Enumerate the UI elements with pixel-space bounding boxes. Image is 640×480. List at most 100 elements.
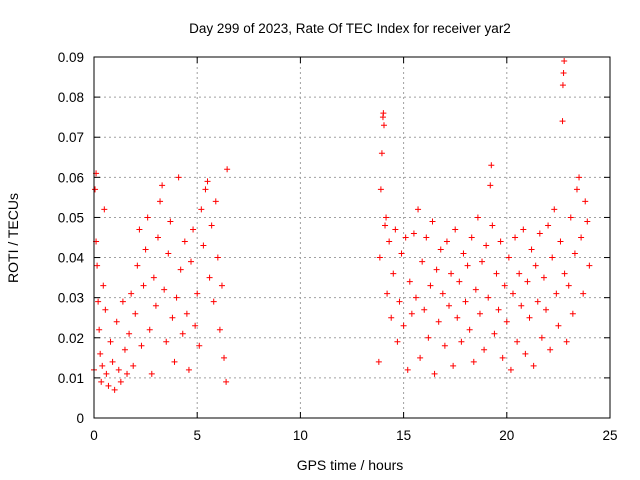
data-point [377, 186, 384, 193]
y-tick-label: 0.01 [58, 371, 84, 386]
data-point [474, 214, 481, 221]
data-point [96, 326, 103, 333]
data-point [538, 334, 545, 341]
data-point [514, 338, 521, 345]
data-point [476, 310, 483, 317]
data-point [204, 178, 211, 185]
data-point [495, 306, 502, 313]
data-point [192, 322, 199, 329]
data-point [212, 198, 219, 205]
data-point [126, 330, 133, 337]
data-point [132, 310, 139, 317]
x-axis-label: GPS time / hours [297, 457, 404, 473]
data-point [216, 326, 223, 333]
data-point [223, 378, 230, 385]
data-point [412, 294, 419, 301]
data-point [553, 290, 560, 297]
data-point [425, 334, 432, 341]
data-point [433, 266, 440, 273]
data-point [450, 362, 457, 369]
data-point [464, 262, 471, 269]
data-point [128, 290, 135, 297]
data-point [150, 274, 157, 281]
data-point [423, 234, 430, 241]
data-point [181, 238, 188, 245]
data-point [95, 298, 102, 305]
data-point [415, 206, 422, 213]
data-point [208, 222, 215, 229]
data-points [91, 58, 593, 393]
data-point [454, 314, 461, 321]
data-point [580, 290, 587, 297]
data-point [163, 338, 170, 345]
data-point [528, 246, 535, 253]
data-point [530, 362, 537, 369]
data-point [468, 234, 475, 241]
data-point [456, 278, 463, 285]
data-point [382, 222, 389, 229]
data-point [121, 346, 128, 353]
data-point [561, 58, 568, 65]
data-point [384, 290, 391, 297]
data-point [124, 370, 131, 377]
data-point [557, 238, 564, 245]
data-point [224, 166, 231, 173]
y-tick-label: 0.05 [58, 210, 84, 225]
y-tick-label: 0.09 [58, 50, 84, 65]
data-point [462, 298, 469, 305]
data-point [396, 298, 403, 305]
data-point [561, 270, 568, 277]
x-tick-label: 20 [499, 428, 514, 443]
data-point [167, 218, 174, 225]
data-point [179, 330, 186, 337]
data-point [563, 338, 570, 345]
y-tick-label: 0.02 [58, 331, 84, 346]
data-point [113, 318, 120, 325]
data-point [410, 230, 417, 237]
data-point [165, 250, 172, 257]
data-point [188, 258, 195, 265]
data-point [446, 302, 453, 309]
data-point [101, 206, 108, 213]
data-point [485, 294, 492, 301]
data-point [171, 358, 178, 365]
data-point [470, 358, 477, 365]
data-point [543, 306, 550, 313]
data-point [107, 338, 114, 345]
data-point [505, 254, 512, 261]
data-point [406, 278, 413, 285]
data-point [576, 174, 583, 181]
data-point [380, 110, 387, 117]
data-point [429, 218, 436, 225]
data-point [115, 366, 122, 373]
data-point [99, 362, 106, 369]
data-point [488, 162, 495, 169]
data-point [152, 302, 159, 309]
data-point [512, 234, 519, 241]
data-point [169, 314, 176, 321]
data-point [427, 282, 434, 289]
data-point [388, 314, 395, 321]
data-point [386, 238, 393, 245]
data-point [549, 254, 556, 261]
data-point [545, 222, 552, 229]
data-point [98, 378, 105, 385]
x-tick-label: 25 [602, 428, 617, 443]
data-point [144, 214, 151, 221]
data-point [567, 214, 574, 221]
x-tick-label: 15 [396, 428, 411, 443]
data-point [559, 118, 566, 125]
data-point [146, 326, 153, 333]
y-axis-label: ROTI / TECUs [5, 193, 21, 283]
data-point [398, 250, 405, 257]
data-point [582, 198, 589, 205]
data-point [555, 322, 562, 329]
data-point [435, 318, 442, 325]
data-point [491, 330, 498, 337]
data-point [190, 226, 197, 233]
x-tick-label: 0 [90, 428, 98, 443]
data-point [136, 226, 143, 233]
data-point [483, 242, 490, 249]
